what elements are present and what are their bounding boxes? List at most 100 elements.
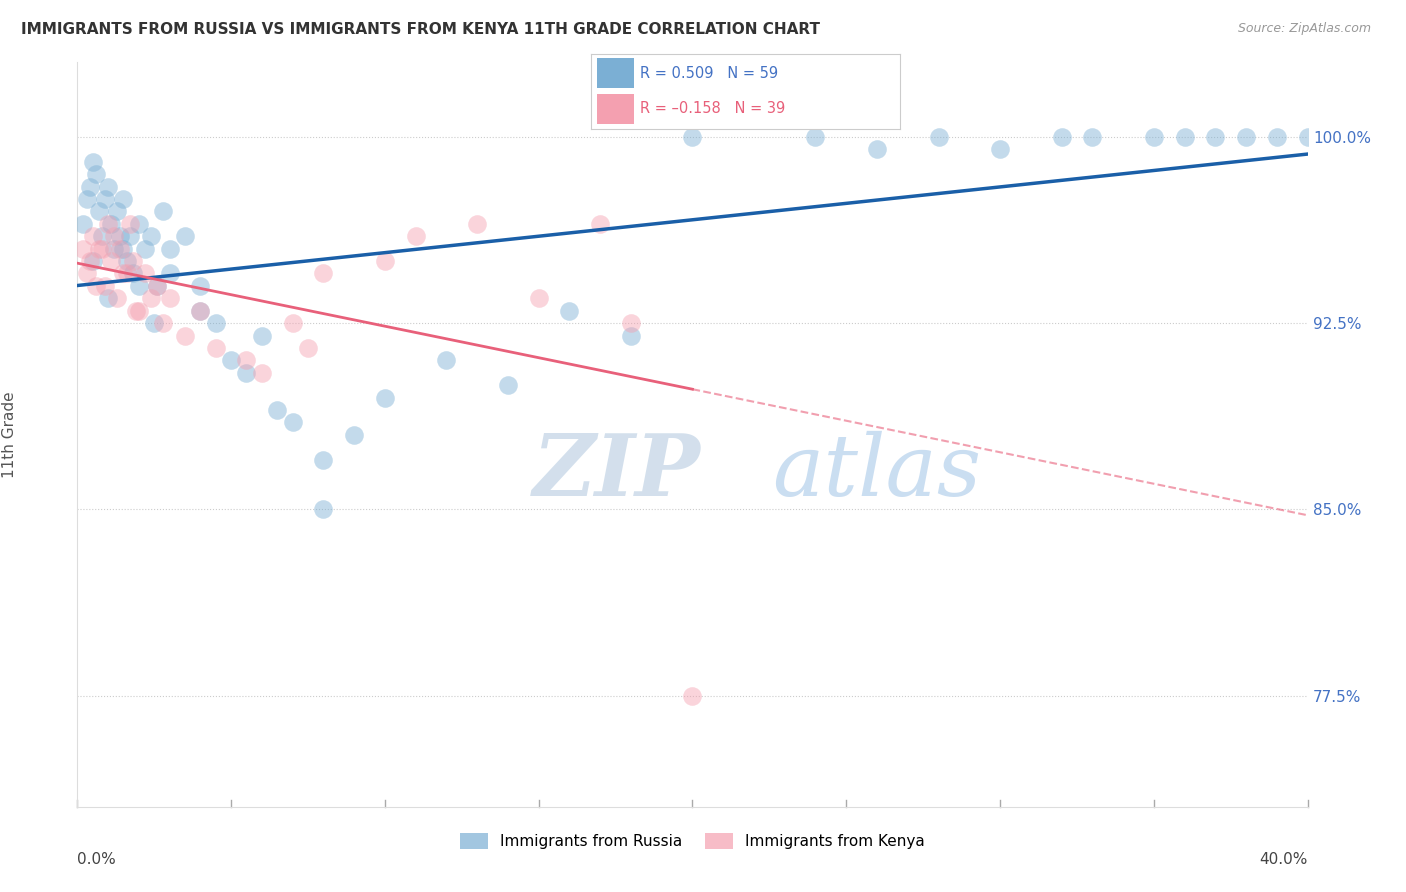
Point [152, 316, 174, 330]
Point [1174, 129, 1197, 144]
Point [128, 303, 150, 318]
Text: ZIP: ZIP [533, 430, 700, 514]
Text: atlas: atlas [772, 431, 981, 514]
Point [174, 229, 197, 244]
Point [159, 291, 181, 305]
Point [87, 204, 110, 219]
Point [90, 242, 114, 256]
Point [343, 427, 366, 442]
Point [110, 229, 132, 244]
Point [143, 316, 166, 330]
Point [146, 278, 169, 293]
Point [1050, 129, 1073, 144]
Point [988, 142, 1011, 156]
Point [190, 303, 212, 318]
Point [105, 291, 128, 305]
Text: 11th Grade: 11th Grade [3, 392, 17, 478]
Point [112, 192, 135, 206]
Point [235, 353, 257, 368]
Point [297, 341, 319, 355]
Point [84, 278, 107, 293]
Point [204, 341, 226, 355]
FancyBboxPatch shape [596, 94, 634, 124]
FancyBboxPatch shape [596, 58, 634, 88]
Text: 0.0%: 0.0% [77, 852, 117, 867]
Point [72, 217, 94, 231]
Point [128, 217, 150, 231]
Point [1143, 129, 1166, 144]
Point [266, 403, 288, 417]
Point [159, 267, 181, 281]
Point [105, 204, 128, 219]
Point [312, 267, 335, 281]
Point [281, 316, 304, 330]
Point [312, 502, 335, 516]
Text: Source: ZipAtlas.com: Source: ZipAtlas.com [1237, 22, 1371, 36]
Point [72, 242, 94, 256]
Point [152, 204, 174, 219]
Point [235, 366, 257, 380]
Text: IMMIGRANTS FROM RUSSIA VS IMMIGRANTS FROM KENYA 11TH GRADE CORRELATION CHART: IMMIGRANTS FROM RUSSIA VS IMMIGRANTS FRO… [21, 22, 820, 37]
Point [620, 316, 643, 330]
Point [82, 229, 104, 244]
Point [219, 353, 242, 368]
Point [110, 242, 132, 256]
Point [84, 167, 107, 181]
Point [496, 378, 519, 392]
Point [121, 267, 143, 281]
Point [374, 254, 396, 268]
Point [527, 291, 550, 305]
Point [97, 179, 120, 194]
Point [174, 328, 197, 343]
Point [374, 391, 396, 405]
Point [94, 278, 117, 293]
Point [1296, 129, 1319, 144]
Point [94, 192, 117, 206]
Point [866, 142, 889, 156]
Point [250, 328, 273, 343]
Point [97, 217, 120, 231]
Point [589, 217, 612, 231]
Point [82, 254, 104, 268]
Point [682, 689, 704, 703]
Point [190, 303, 212, 318]
Point [204, 316, 226, 330]
Point [281, 416, 304, 430]
Point [558, 303, 581, 318]
Point [100, 254, 122, 268]
Point [82, 154, 104, 169]
Point [90, 229, 114, 244]
Point [250, 366, 273, 380]
Point [112, 267, 135, 281]
Point [76, 192, 98, 206]
Point [436, 353, 458, 368]
Point [97, 291, 120, 305]
Text: 40.0%: 40.0% [1260, 852, 1308, 867]
Point [141, 229, 163, 244]
Point [146, 278, 169, 293]
Point [103, 242, 125, 256]
Point [682, 129, 704, 144]
Point [141, 291, 163, 305]
Text: R = 0.509   N = 59: R = 0.509 N = 59 [640, 66, 778, 81]
Point [312, 452, 335, 467]
Point [620, 328, 643, 343]
Point [128, 278, 150, 293]
Point [190, 278, 212, 293]
Point [115, 267, 138, 281]
Point [112, 242, 135, 256]
Point [1265, 129, 1288, 144]
Point [465, 217, 488, 231]
Point [125, 303, 148, 318]
Point [100, 217, 122, 231]
Point [1081, 129, 1104, 144]
Point [115, 254, 138, 268]
Point [1234, 129, 1257, 144]
Point [1204, 129, 1226, 144]
Point [118, 217, 141, 231]
Point [79, 254, 101, 268]
Point [159, 242, 181, 256]
Point [804, 129, 827, 144]
Point [134, 267, 156, 281]
Text: R = –0.158   N = 39: R = –0.158 N = 39 [640, 102, 786, 116]
